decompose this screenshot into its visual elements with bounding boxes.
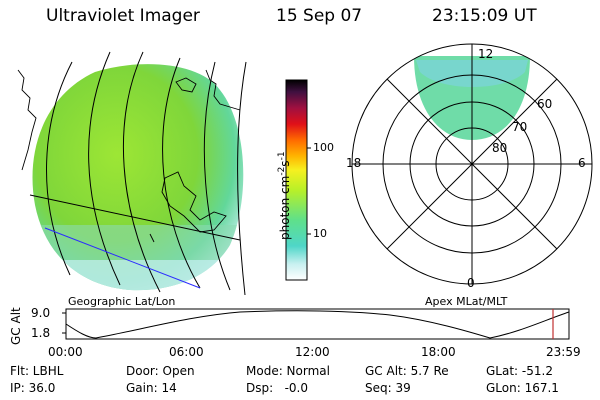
time-tick-1800: 18:00 [421, 345, 456, 359]
time-tick-0000: 00:00 [48, 345, 83, 359]
status-flt: Flt: LBHL [10, 364, 64, 378]
status-ip: IP: 36.0 [10, 381, 56, 395]
alt-axis-label: GC Alt [9, 307, 23, 345]
mlt-label-0: 0 [467, 276, 475, 290]
mlt-label-18: 18 [346, 156, 362, 170]
mlt-label-12: 12 [478, 47, 494, 61]
alt-tick-1-8: 1.8 [31, 326, 51, 340]
time-tick-2359: 23:59 [546, 345, 581, 359]
date-label: 15 Sep 07 [276, 6, 363, 26]
mlt-label-6: 6 [578, 156, 586, 170]
colorbar-tick-10: 10 [313, 227, 327, 240]
status-gain: Gain: 14 [126, 381, 177, 395]
status-glon: GLon: 167.1 [486, 381, 559, 395]
status-gc-alt: GC Alt: 5.7 Re [365, 364, 449, 378]
time-tick-1200: 12:00 [295, 345, 330, 359]
status-mode: Mode: Normal [246, 364, 330, 378]
mlat-label-80: 80 [492, 141, 508, 155]
time-tick-0600: 06:00 [169, 345, 204, 359]
map-label: Geographic Lat/Lon [68, 295, 176, 308]
polar-label: Apex MLat/MLT [425, 295, 508, 308]
status-seq: Seq: 39 [365, 381, 411, 395]
mlat-label-60: 60 [537, 97, 553, 111]
status-dsp: Dsp: -0.0 [246, 381, 309, 395]
colorbar-gradient [285, 79, 308, 281]
alt-tick-9: 9.0 [31, 306, 51, 320]
instrument-title: Ultraviolet Imager [46, 6, 200, 26]
colorbar-tick-100: 100 [313, 141, 334, 154]
status-door: Door: Open [126, 364, 195, 378]
mlat-label-70: 70 [512, 120, 528, 134]
altitude-curve [65, 310, 570, 339]
time-label: 23:15:09 UT [432, 6, 537, 26]
status-glat: GLat: -51.2 [486, 364, 553, 378]
